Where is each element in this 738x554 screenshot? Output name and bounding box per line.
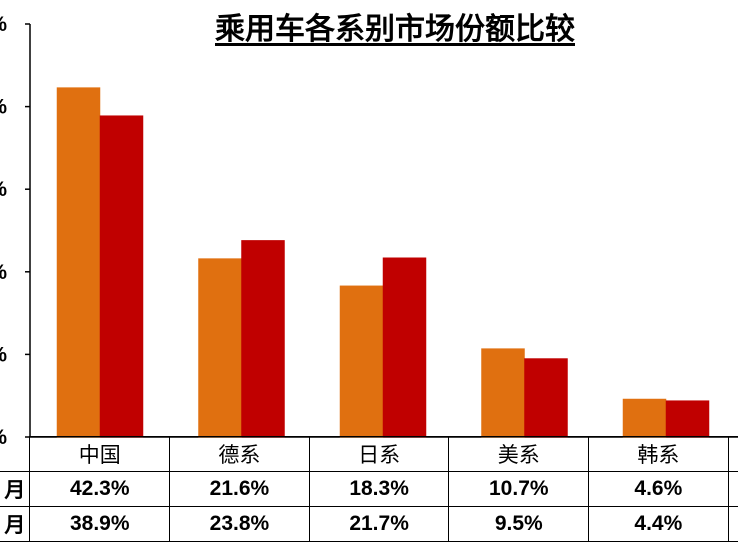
bar-series-1-4 <box>622 398 667 438</box>
series-1-legend: 月 <box>0 471 31 507</box>
y-tick-label: % <box>0 96 7 119</box>
table-tail <box>727 436 738 472</box>
table-row: 月 38.9% 23.8% 21.7% 9.5% 4.4% <box>0 506 738 542</box>
y-tick-label: % <box>0 261 7 284</box>
series-1-value: 18.3% <box>308 471 450 507</box>
table-tail <box>727 506 738 542</box>
series-2-value: 38.9% <box>29 506 171 542</box>
bar-series-1-2 <box>339 285 384 438</box>
bar-series-2-1 <box>241 240 285 438</box>
category-label: 日系 <box>308 436 450 472</box>
series-1-name: 月 <box>4 479 26 502</box>
category-label: 德系 <box>169 436 310 472</box>
bar-series-1-0 <box>56 87 101 438</box>
series-1-value: 4.6% <box>588 471 729 507</box>
chart-title: 乘用车各系别市场份额比较 <box>215 12 575 47</box>
table-corner <box>0 436 31 472</box>
bar-series-1-1 <box>198 258 242 438</box>
table-tail <box>727 471 738 507</box>
bar-series-1-3 <box>481 348 525 438</box>
bar-series-2-2 <box>382 257 427 438</box>
y-tick-label: % <box>0 178 7 201</box>
y-tick-label: % <box>0 13 7 36</box>
bar-series-2-0 <box>99 115 144 438</box>
category-label: 韩系 <box>588 436 729 472</box>
series-2-value: 23.8% <box>169 506 310 542</box>
data-table: 中国 德系 日系 美系 韩系 月 42.3% 21.6% 18.3% 10.7%… <box>0 436 738 542</box>
bar-series-2-4 <box>665 400 710 438</box>
table-header-row: 中国 德系 日系 美系 韩系 <box>0 436 738 472</box>
series-2-name: 月 <box>4 514 26 537</box>
y-tick-label: % <box>0 343 7 366</box>
series-2-legend: 月 <box>0 506 31 542</box>
series-2-value: 9.5% <box>448 506 590 542</box>
bar-series-2-3 <box>524 358 568 438</box>
category-label: 美系 <box>448 436 590 472</box>
series-1-value: 42.3% <box>29 471 171 507</box>
series-1-value: 10.7% <box>448 471 590 507</box>
category-label: 中国 <box>29 436 171 472</box>
series-1-value: 21.6% <box>169 471 310 507</box>
table-row: 月 42.3% 21.6% 18.3% 10.7% 4.6% <box>0 471 738 507</box>
series-2-value: 4.4% <box>588 506 729 542</box>
series-2-value: 21.7% <box>308 506 450 542</box>
